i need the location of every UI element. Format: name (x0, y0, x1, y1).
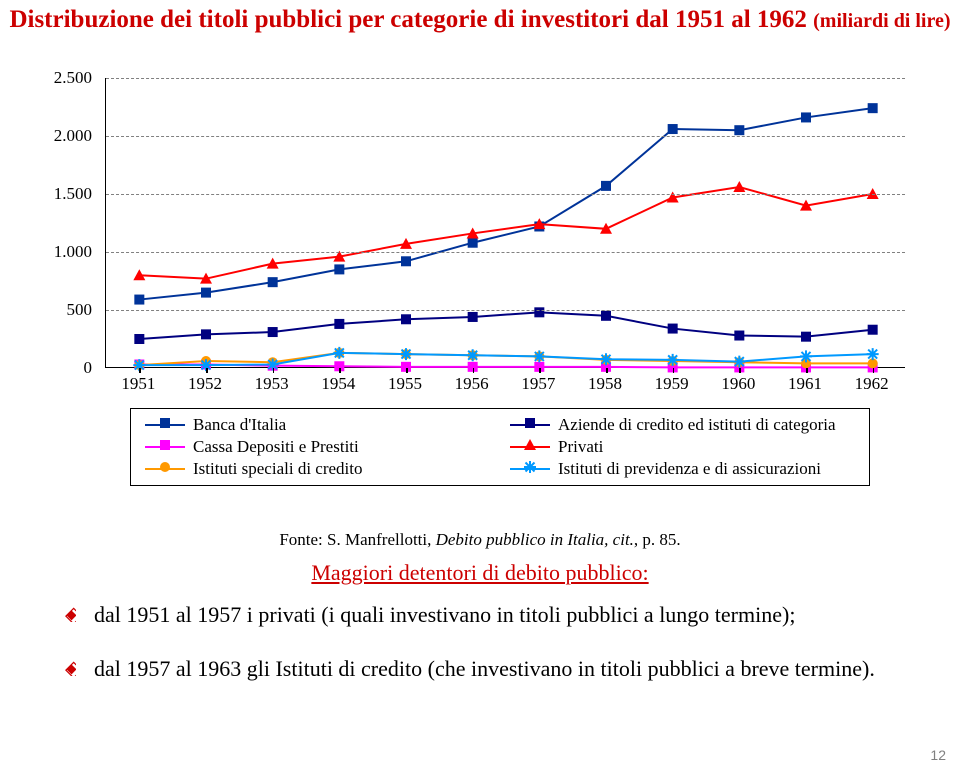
x-tick-label: 1959 (655, 374, 689, 394)
x-tick-label: 1960 (721, 374, 755, 394)
bullet-text: dal 1951 al 1957 i privati (i quali inve… (94, 600, 795, 630)
x-tick-label: 1955 (388, 374, 422, 394)
bullet-text: dal 1957 al 1963 gli Istituti di credito… (94, 654, 875, 684)
x-tick-label: 1961 (788, 374, 822, 394)
legend-label: Istituti di previdenza e di assicurazion… (558, 459, 821, 479)
x-tick-label: 1958 (588, 374, 622, 394)
grid-line (106, 136, 905, 137)
plot-area (105, 78, 905, 368)
legend-label: Aziende di credito ed istituti di catego… (558, 415, 836, 435)
legend-label: Istituti speciali di credito (193, 459, 363, 479)
bullet-item: dal 1957 al 1963 gli Istituti di credito… (60, 654, 900, 684)
source-italic: Debito pubblico in Italia, cit. (436, 530, 634, 549)
legend-label: Cassa Depositi e Prestiti (193, 437, 359, 457)
x-tick (406, 368, 408, 373)
bullet-icon (60, 606, 76, 622)
y-tick-label: 1.500 (54, 184, 92, 204)
y-tick-label: 2.500 (54, 68, 92, 88)
source-line: Fonte: S. Manfrellotti, Debito pubblico … (0, 530, 960, 550)
x-tick (473, 368, 475, 373)
x-tick (673, 368, 675, 373)
legend-label: Banca d'Italia (193, 415, 286, 435)
x-tick (139, 368, 141, 373)
x-tick-label: 1953 (255, 374, 289, 394)
x-tick (273, 368, 275, 373)
x-tick (739, 368, 741, 373)
legend-label: Privati (558, 437, 603, 457)
source-prefix: Fonte: S. Manfrellotti, (279, 530, 435, 549)
legend-item: Istituti di previdenza e di assicurazion… (510, 459, 855, 479)
y-tick-label: 0 (84, 358, 93, 378)
grid-line (106, 252, 905, 253)
y-tick-label: 1.000 (54, 242, 92, 262)
line-chart: 05001.0001.5002.0002.500 195119521953195… (30, 78, 930, 428)
legend-item: Banca d'Italia (145, 415, 490, 435)
subhead: Maggiori detentori di debito pubblico: (0, 560, 960, 586)
x-tick-label: 1951 (121, 374, 155, 394)
grid-line (106, 78, 905, 79)
bullet-icon (60, 660, 76, 676)
legend-item: Privati (510, 437, 855, 457)
x-tick-label: 1957 (521, 374, 555, 394)
page-number: 12 (930, 747, 946, 763)
y-tick-label: 2.000 (54, 126, 92, 146)
legend-item: Cassa Depositi e Prestiti (145, 437, 490, 457)
legend: Banca d'Italia Aziende di credito ed isti… (130, 408, 870, 486)
title-sub: (miliardi di lire) (813, 10, 950, 32)
x-tick (806, 368, 808, 373)
legend-item: Istituti speciali di credito (145, 459, 490, 479)
y-axis-labels: 05001.0001.5002.0002.500 (30, 78, 100, 368)
grid-line (106, 310, 905, 311)
x-tick (873, 368, 875, 373)
source-suffix: , p. 85. (634, 530, 681, 549)
legend-item: Aziende di credito ed istituti di catego… (510, 415, 855, 435)
x-tick (606, 368, 608, 373)
x-tick-label: 1962 (855, 374, 889, 394)
x-tick-label: 1954 (321, 374, 355, 394)
y-tick-label: 500 (67, 300, 93, 320)
x-tick (206, 368, 208, 373)
title-main: Distribuzione dei titoli pubblici per ca… (9, 6, 806, 33)
bullet-list: dal 1951 al 1957 i privati (i quali inve… (60, 600, 900, 707)
x-tick-label: 1952 (188, 374, 222, 394)
x-tick (539, 368, 541, 373)
plot-svg (106, 78, 906, 368)
x-tick (339, 368, 341, 373)
bullet-item: dal 1951 al 1957 i privati (i quali inve… (60, 600, 900, 630)
grid-line (106, 194, 905, 195)
chart-title: Distribuzione dei titoli pubblici per ca… (0, 4, 960, 35)
x-tick-label: 1956 (455, 374, 489, 394)
